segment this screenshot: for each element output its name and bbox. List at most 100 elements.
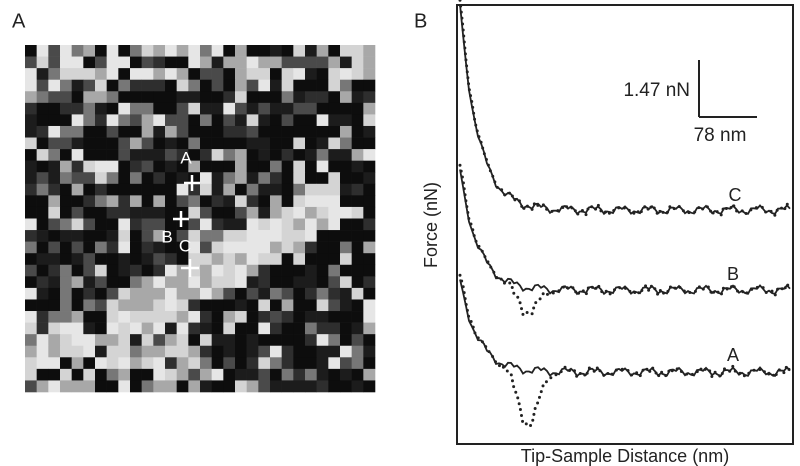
pixel [48,172,61,185]
pixel [48,160,61,173]
pixel [118,91,131,104]
pixel [293,287,306,300]
pixel [95,206,107,219]
pixel [25,287,37,300]
pixel [246,195,259,208]
pixel [235,264,247,277]
pixel [328,322,341,335]
pixel [351,183,364,196]
pixel [71,368,84,381]
pixel [246,160,259,173]
pixel [270,206,282,219]
pixel [165,172,177,185]
pixel [60,183,72,196]
pixel [340,368,352,381]
pixel [351,357,364,370]
pixel [293,137,306,150]
curve-dotted [458,163,792,318]
pixel [235,357,247,370]
pixel [176,91,189,104]
pixel [200,114,212,127]
pixel [328,183,341,196]
pixel [60,102,72,115]
pixel [153,334,166,347]
pixel [36,102,49,115]
pixel [165,183,177,196]
pixel [281,345,294,358]
pixel [246,172,259,185]
pixel [141,68,154,80]
pixel [188,114,201,127]
pixel [223,357,236,370]
pixel [95,68,107,80]
pixel [118,114,131,127]
pixel [200,380,212,393]
pixel [328,172,341,185]
pixel [235,183,247,196]
pixel [223,114,236,127]
pixel [48,357,61,370]
pixel [305,253,317,266]
pixel [281,276,294,289]
pixel [176,125,189,138]
pixel [188,253,201,266]
pixel [188,91,201,104]
pixel [270,368,282,381]
pixel [36,91,49,104]
pixel [60,311,72,323]
pixel [106,183,119,196]
pixel [25,137,37,150]
pixel [316,79,329,92]
pixel [305,114,317,127]
pixel [316,125,329,138]
pixel [316,322,329,335]
pixel [235,299,247,312]
pixel [60,79,72,92]
pixel [200,206,212,219]
pixel [130,276,142,289]
pixel [246,311,259,323]
pixel [328,45,341,57]
pixel [200,137,212,150]
pixel [48,195,61,208]
pixel [48,45,61,57]
pixel [118,380,131,393]
pixel [270,91,282,104]
pixel [235,149,247,161]
pixel [71,380,84,393]
pixel [130,253,142,266]
pixel [153,114,166,127]
pixel [200,79,212,92]
pixel [106,102,119,115]
pixel [211,195,224,208]
pixel [83,114,96,127]
pixel [281,125,294,138]
pixel [36,357,49,370]
pixel [106,149,119,161]
pixel [305,183,317,196]
pixel [351,334,364,347]
pixel [235,102,247,115]
pixel [106,311,119,323]
pixel [281,230,294,242]
pixel [176,206,189,219]
pixel [36,241,49,254]
pixel [293,56,306,69]
curve-solid [459,279,791,378]
pixel [328,137,341,150]
pixel [305,172,317,185]
pixel [235,56,247,69]
pixel [188,183,201,196]
pixel [200,56,212,69]
pixel [328,79,341,92]
pixel [130,68,142,80]
pixel [83,299,96,312]
pixel [130,230,142,242]
pixel [165,345,177,358]
pixel [176,160,189,173]
pixel [25,160,37,173]
pixel [165,264,177,277]
pixel [141,149,154,161]
pixel [328,102,341,115]
pixel [60,137,72,150]
